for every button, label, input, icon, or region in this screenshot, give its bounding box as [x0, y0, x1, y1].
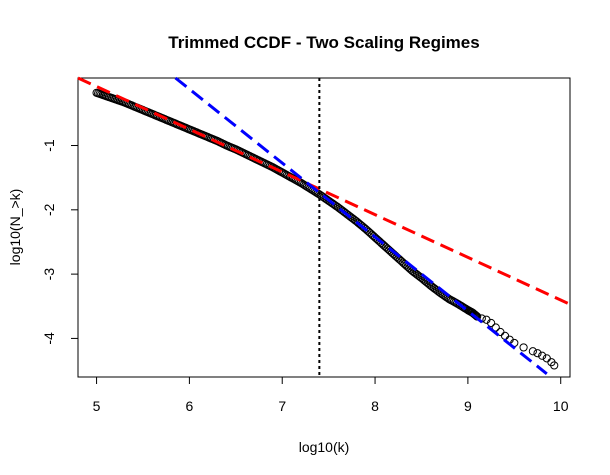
fit-line-red: [77, 76, 571, 306]
data-point: [491, 323, 500, 332]
data-point: [500, 331, 510, 340]
y-axis-label: log10(N_>k): [7, 189, 23, 266]
x-tick-label: 10: [553, 398, 569, 414]
data-point: [550, 361, 559, 370]
fit-lines: [77, 76, 571, 377]
data-point: [533, 349, 542, 358]
y-tick-label: -2: [41, 203, 57, 216]
data-point: [486, 318, 496, 328]
plot-area-frame: [77, 77, 571, 378]
data-point: [528, 347, 537, 356]
x-tick-label: 8: [371, 398, 379, 414]
chart-title: Trimmed CCDF - Two Scaling Regimes: [168, 33, 479, 52]
x-axis-label: log10(k): [299, 439, 350, 455]
fit-line-blue: [174, 76, 548, 375]
y-tick-label: -1: [41, 139, 57, 152]
data-point: [538, 351, 547, 360]
x-tick-label: 6: [185, 398, 193, 414]
x-axis-ticks: 5 6 7 8 9 10: [93, 377, 569, 414]
x-tick-label: 5: [93, 398, 101, 414]
y-tick-label: -4: [41, 332, 57, 345]
y-axis-ticks: -1 -2 -3 -4: [41, 139, 78, 345]
data-point: [519, 343, 528, 352]
y-tick-label: -3: [41, 268, 57, 281]
x-tick-label: 9: [464, 398, 472, 414]
x-tick-label: 7: [278, 398, 286, 414]
